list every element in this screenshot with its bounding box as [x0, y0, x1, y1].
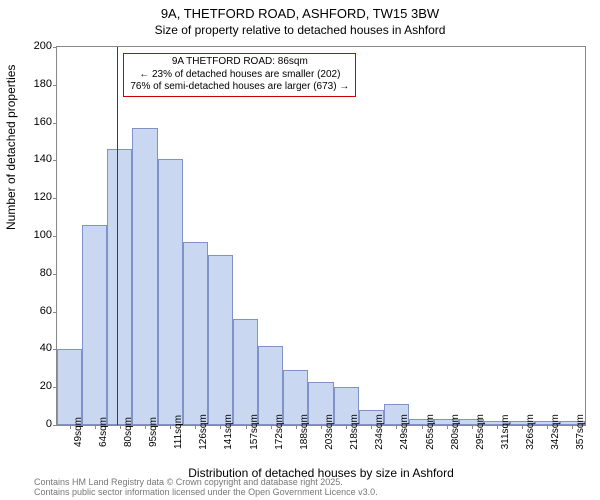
xtick-mark — [296, 425, 297, 429]
annotation-line: 76% of semi-detached houses are larger (… — [130, 81, 349, 94]
ytick-mark — [53, 312, 57, 313]
ytick-label: 40 — [40, 342, 52, 354]
y-axis-label: Number of detached properties — [4, 65, 18, 230]
xtick-label: 126sqm — [198, 414, 209, 450]
xtick-label: 188sqm — [299, 414, 310, 450]
annotation-line: ← 23% of detached houses are smaller (20… — [130, 69, 349, 82]
xtick-label: 141sqm — [223, 414, 234, 450]
histogram-bar — [82, 225, 107, 425]
xtick-label: 157sqm — [249, 414, 260, 450]
ytick-label: 0 — [46, 418, 52, 430]
histogram-bar — [107, 149, 132, 425]
ytick-label: 100 — [34, 229, 52, 241]
xtick-label: 203sqm — [324, 414, 335, 450]
xtick-mark — [447, 425, 448, 429]
footer-line2: Contains public sector information licen… — [34, 488, 378, 498]
ytick-label: 200 — [34, 40, 52, 52]
xtick-mark — [522, 425, 523, 429]
chart-subtitle: Size of property relative to detached ho… — [0, 23, 600, 39]
ytick-mark — [53, 85, 57, 86]
xtick-label: 111sqm — [173, 415, 184, 449]
xtick-mark — [371, 425, 372, 429]
xtick-mark — [422, 425, 423, 429]
xtick-mark — [120, 425, 121, 429]
xtick-label: 326sqm — [525, 414, 536, 450]
ytick-mark — [53, 160, 57, 161]
xtick-label: 265sqm — [425, 414, 436, 450]
ytick-mark — [53, 425, 57, 426]
footer-attribution: Contains HM Land Registry data © Crown c… — [34, 478, 378, 498]
xtick-label: 295sqm — [475, 414, 486, 450]
chart-title: 9A, THETFORD ROAD, ASHFORD, TW15 3BW — [0, 0, 600, 23]
xtick-label: 95sqm — [148, 417, 159, 447]
xtick-mark — [396, 425, 397, 429]
reference-line — [117, 47, 118, 425]
ytick-mark — [53, 47, 57, 48]
ytick-label: 60 — [40, 305, 52, 317]
xtick-mark — [321, 425, 322, 429]
histogram-bar — [158, 159, 183, 425]
ytick-label: 160 — [34, 116, 52, 128]
plot-area: 9A THETFORD ROAD: 86sqm← 23% of detached… — [56, 46, 586, 426]
annotation-box: 9A THETFORD ROAD: 86sqm← 23% of detached… — [123, 53, 356, 97]
xtick-mark — [95, 425, 96, 429]
xtick-mark — [271, 425, 272, 429]
histogram-bar — [183, 242, 208, 425]
ytick-mark — [53, 123, 57, 124]
xtick-label: 249sqm — [399, 414, 410, 450]
histogram-bar — [233, 319, 258, 425]
xtick-mark — [346, 425, 347, 429]
xtick-label: 342sqm — [550, 414, 561, 450]
annotation-line: 9A THETFORD ROAD: 86sqm — [130, 56, 349, 69]
xtick-label: 80sqm — [123, 417, 134, 447]
xtick-label: 218sqm — [349, 414, 360, 450]
ytick-mark — [53, 198, 57, 199]
ytick-mark — [53, 274, 57, 275]
xtick-label: 172sqm — [274, 414, 285, 450]
xtick-label: 234sqm — [374, 414, 385, 450]
xtick-label: 49sqm — [73, 417, 84, 447]
xtick-mark — [246, 425, 247, 429]
xtick-label: 280sqm — [450, 414, 461, 450]
histogram-bar — [208, 255, 233, 425]
ytick-label: 20 — [40, 380, 52, 392]
xtick-mark — [145, 425, 146, 429]
histogram-bar — [258, 346, 283, 425]
xtick-mark — [547, 425, 548, 429]
xtick-mark — [170, 425, 171, 429]
xtick-mark — [70, 425, 71, 429]
ytick-label: 120 — [34, 191, 52, 203]
histogram-bar — [132, 128, 157, 425]
xtick-mark — [497, 425, 498, 429]
xtick-mark — [195, 425, 196, 429]
xtick-label: 357sqm — [575, 414, 586, 450]
xtick-label: 64sqm — [98, 417, 109, 447]
histogram-bar — [57, 349, 82, 425]
xtick-mark — [220, 425, 221, 429]
ytick-label: 80 — [40, 267, 52, 279]
xtick-mark — [572, 425, 573, 429]
ytick-label: 180 — [34, 78, 52, 90]
xtick-mark — [472, 425, 473, 429]
ytick-mark — [53, 236, 57, 237]
xtick-label: 311sqm — [500, 415, 511, 450]
ytick-label: 140 — [34, 153, 52, 165]
